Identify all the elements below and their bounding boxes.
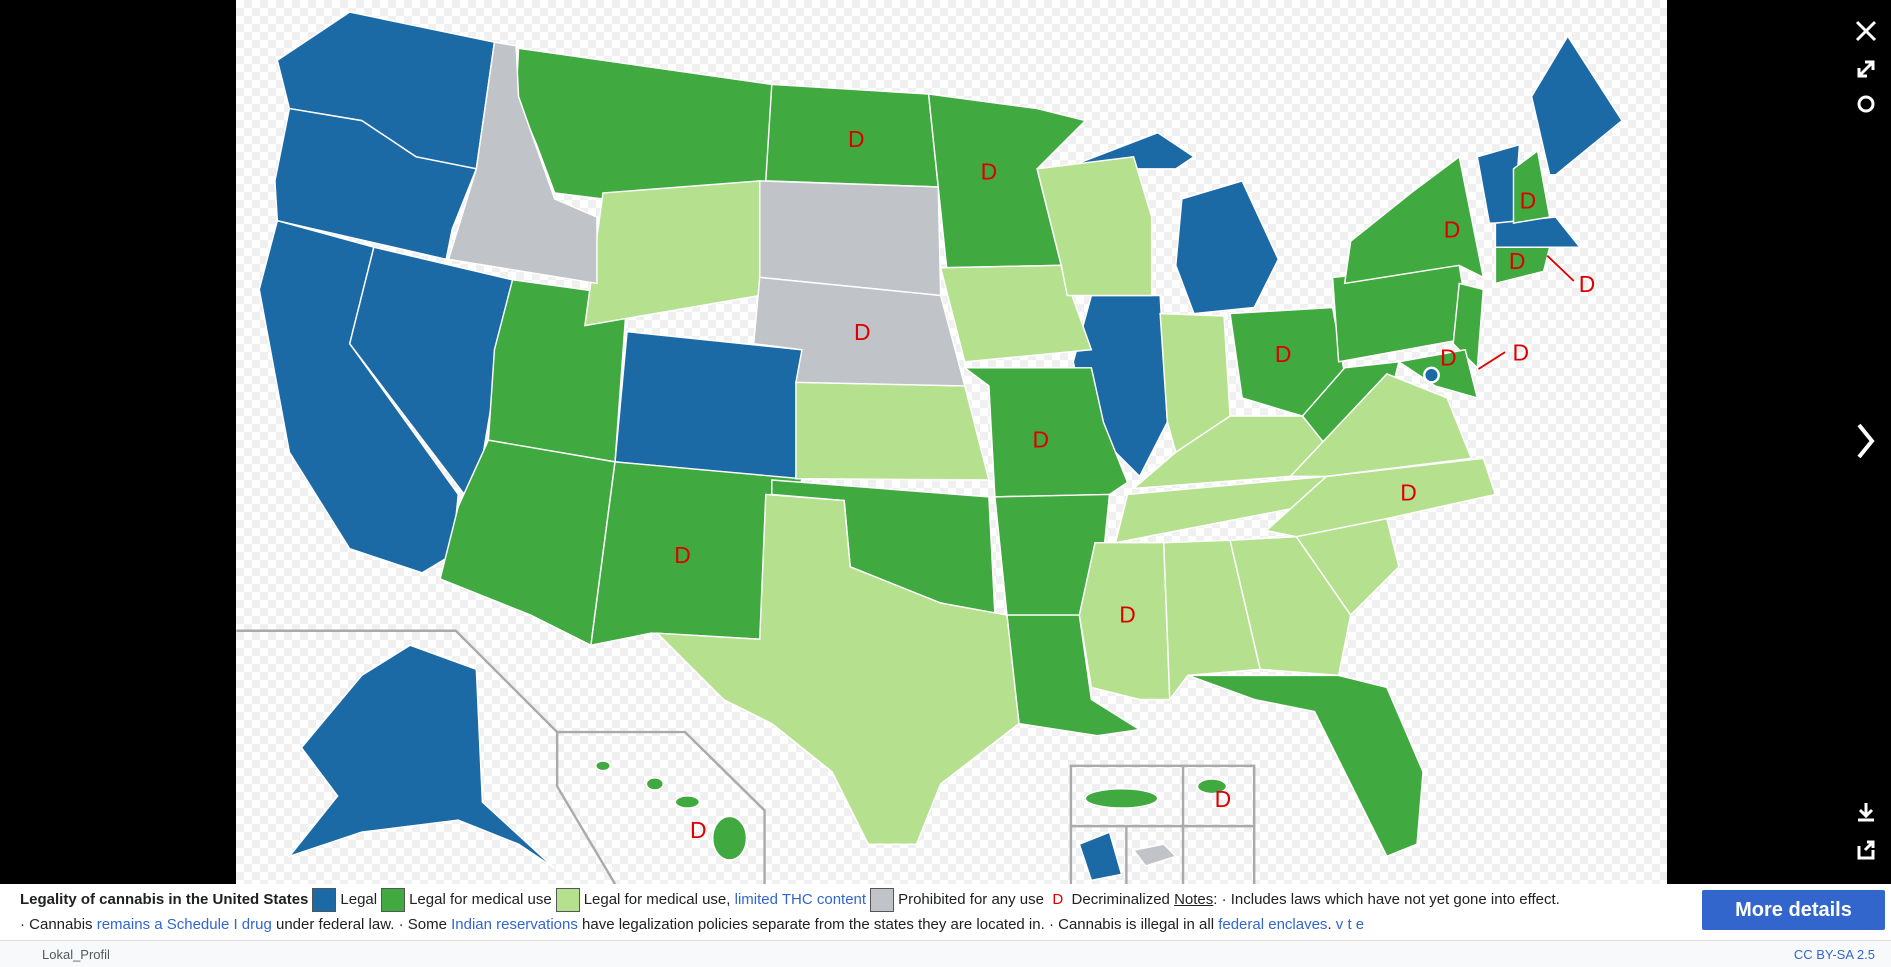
callout-lines [1478,255,1575,370]
d-mark: D [1440,344,1457,370]
settings-button[interactable] [1857,95,1875,113]
caption-line: Legality of cannabis in the United State… [20,888,1560,912]
share-button[interactable] [1857,840,1875,860]
note: . [1327,916,1336,933]
d-mark: D [1579,271,1596,297]
link[interactable]: federal enclaves [1218,916,1328,933]
d-mark: D [1032,426,1049,452]
legend-label: Legal [340,890,378,908]
footer: Lokal_Profil CC BY-SA 2.5 [0,940,1891,967]
next-button[interactable] [1857,423,1875,459]
legend-d: D [1052,890,1064,908]
nav-link[interactable]: v [1335,916,1344,933]
d-mark: D [674,542,691,568]
d-mark: D [690,817,707,843]
nav-link[interactable]: e [1355,916,1365,933]
viewer-controls [1855,20,1877,860]
note: under federal law. · Some [271,916,452,933]
d-mark: D [1444,217,1461,243]
map-area: D D D D D D D D D D D D D D D D [236,0,1667,888]
legend-label: Legal for medical use [409,890,552,908]
d-mark: D [1119,601,1136,627]
decriminalized-marks: D D D D D D D D D D D D D D D D [674,126,1595,843]
d-mark: D [1400,480,1417,506]
button-label: More details [1735,898,1852,921]
d-mark: D [1512,340,1529,366]
legend-label: Prohibited for any use [898,890,1044,908]
legend-label: Decriminalized [1071,890,1170,908]
caption-line: · Cannabis remains a Schedule I drug und… [20,916,1364,933]
d-mark: D [848,126,865,152]
note: · Cannabis [20,916,97,933]
link[interactable]: remains a Schedule I drug [96,916,272,933]
d-mark: D [981,159,998,185]
close-button[interactable] [1855,20,1877,42]
legend-label: Legal for medical use, [583,890,735,908]
d-mark: D [1520,188,1537,214]
notes-label: Notes [1174,890,1214,908]
link[interactable]: limited THC content [734,890,867,908]
more-details-button[interactable]: More details [1702,890,1885,930]
note: have legalization policies separate from… [577,916,1219,933]
d-mark: D [1509,248,1526,274]
d-mark: D [1215,786,1232,812]
fullscreen-button[interactable] [1857,60,1875,78]
d-mark: D [1275,341,1292,367]
d-mark: D [854,319,871,345]
dc-marker [1423,366,1440,384]
link[interactable]: Indian reservations [451,916,578,933]
note: : · Includes laws which have not yet gon… [1213,890,1560,908]
states [258,11,1623,882]
us-map: D D D D D D D D D D D D D D D D [236,11,1623,888]
caption-title: Legality of cannabis in the United State… [20,890,309,908]
download-button[interactable] [1858,803,1874,822]
nav-link[interactable]: t [1347,916,1352,933]
author[interactable]: Lokal_Profil [42,947,110,962]
license[interactable]: CC BY-SA 2.5 [1793,947,1875,962]
caption-bar: Legality of cannabis in the United State… [0,884,1891,967]
